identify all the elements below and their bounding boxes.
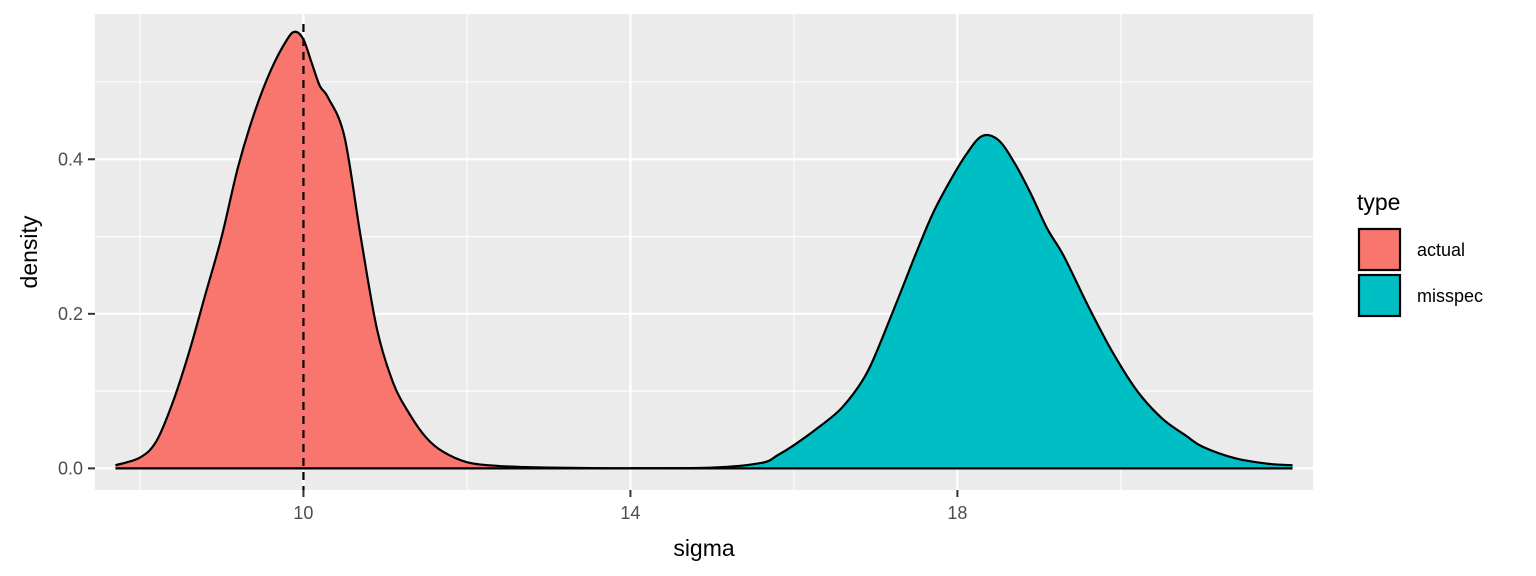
y-axis: 0.0 0.2 0.4	[58, 149, 95, 478]
density-area-misspec	[630, 134, 1293, 469]
density-outline-misspec	[630, 133, 1293, 470]
y-tick-label-2: 0.4	[58, 149, 83, 169]
legend-swatch-misspec	[1357, 273, 1402, 318]
legend-swatch-actual	[1357, 227, 1402, 272]
x-tick-label-2: 18	[947, 503, 967, 523]
density-outline-actual	[115, 30, 713, 470]
x-tick-label-0: 10	[293, 503, 313, 523]
legend-entries: actual misspec	[1357, 227, 1483, 318]
y-tick-label-0: 0.0	[58, 458, 83, 478]
x-tick-label-1: 14	[620, 503, 640, 523]
y-axis-title: density	[16, 215, 42, 288]
legend: type actual misspec	[1357, 189, 1483, 318]
legend-label-actual: actual	[1417, 240, 1465, 260]
x-axis-title: sigma	[673, 535, 735, 561]
x-axis: 10 14 18	[293, 490, 967, 523]
legend-label-misspec: misspec	[1417, 286, 1483, 306]
density-area-actual	[115, 31, 713, 469]
y-tick-label-1: 0.2	[58, 304, 83, 324]
density-areas	[115, 30, 1293, 470]
legend-title: type	[1357, 189, 1400, 215]
